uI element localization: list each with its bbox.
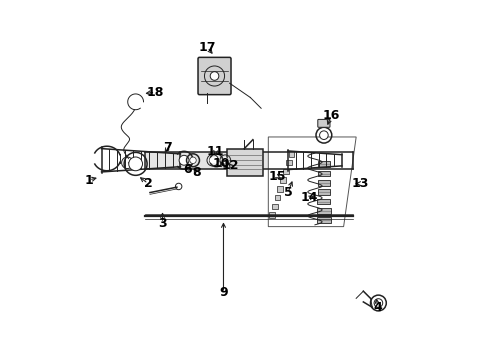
Circle shape	[210, 72, 219, 80]
FancyBboxPatch shape	[317, 208, 331, 214]
Circle shape	[213, 157, 220, 164]
FancyBboxPatch shape	[269, 212, 275, 218]
Text: 3: 3	[158, 216, 167, 230]
FancyBboxPatch shape	[227, 149, 263, 176]
FancyBboxPatch shape	[283, 169, 289, 174]
Text: 14: 14	[301, 192, 318, 204]
Circle shape	[129, 157, 143, 171]
Text: 12: 12	[222, 159, 240, 172]
FancyBboxPatch shape	[145, 152, 353, 169]
Text: 6: 6	[183, 163, 192, 176]
FancyBboxPatch shape	[275, 195, 280, 200]
FancyBboxPatch shape	[318, 180, 330, 186]
Circle shape	[222, 157, 228, 163]
Circle shape	[190, 157, 196, 163]
Circle shape	[179, 156, 189, 165]
FancyBboxPatch shape	[280, 177, 286, 183]
FancyBboxPatch shape	[272, 203, 277, 209]
Circle shape	[319, 131, 328, 139]
FancyBboxPatch shape	[318, 171, 330, 176]
Text: 10: 10	[213, 157, 230, 170]
Text: 4: 4	[373, 301, 382, 314]
Text: 9: 9	[219, 287, 228, 300]
FancyBboxPatch shape	[318, 199, 330, 204]
Text: 7: 7	[164, 141, 172, 154]
FancyBboxPatch shape	[318, 120, 330, 127]
FancyBboxPatch shape	[286, 160, 292, 165]
Circle shape	[210, 157, 216, 163]
Text: 11: 11	[207, 145, 224, 158]
Text: 2: 2	[144, 177, 152, 190]
Text: 16: 16	[322, 109, 340, 122]
Text: 17: 17	[198, 41, 216, 54]
FancyBboxPatch shape	[289, 151, 294, 157]
Text: 13: 13	[351, 177, 368, 190]
Text: 18: 18	[147, 86, 164, 99]
FancyBboxPatch shape	[318, 161, 330, 167]
Text: 8: 8	[192, 166, 201, 179]
Circle shape	[374, 299, 383, 307]
Text: 5: 5	[284, 186, 293, 199]
FancyBboxPatch shape	[317, 217, 331, 223]
Polygon shape	[269, 137, 356, 226]
FancyBboxPatch shape	[318, 189, 330, 195]
Text: 15: 15	[269, 170, 286, 183]
Text: 1: 1	[85, 174, 94, 186]
FancyBboxPatch shape	[198, 57, 231, 95]
FancyBboxPatch shape	[277, 186, 283, 192]
